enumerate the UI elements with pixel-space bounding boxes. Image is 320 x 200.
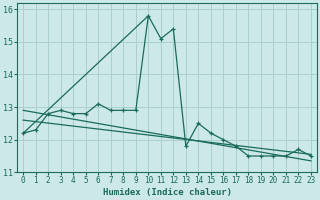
X-axis label: Humidex (Indice chaleur): Humidex (Indice chaleur) — [103, 188, 232, 197]
